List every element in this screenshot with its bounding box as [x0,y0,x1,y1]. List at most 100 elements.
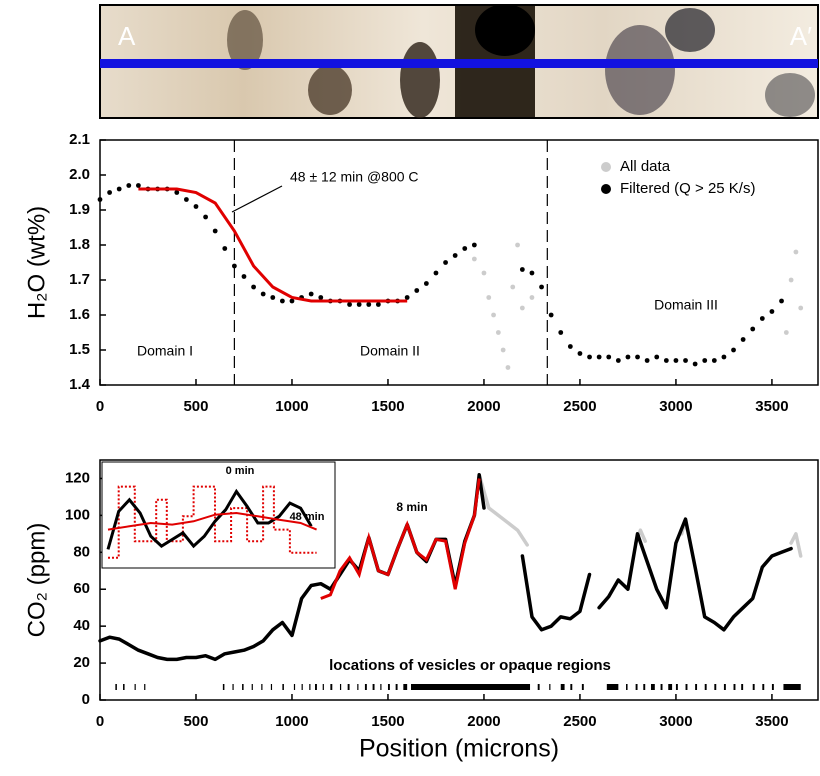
domain-label: Domain III [654,297,718,313]
data-point [654,354,660,360]
inset-initial-profile [108,485,317,559]
x-tick-label: 3000 [659,713,692,730]
data-point [193,204,199,209]
fit-curve [138,187,408,303]
vesicle-region [660,684,663,690]
data-point [203,214,208,220]
x-axis-label: Position (microns) [359,735,559,763]
data-point [606,354,612,360]
data-point [788,277,794,283]
plot-frame [99,459,819,701]
data-point [116,186,122,192]
data-point [308,291,314,297]
vesicle-region [364,684,367,690]
data-point [443,260,448,265]
vesicle-region [650,684,655,690]
vesicle-region [242,684,244,690]
data-point [471,256,477,262]
data-point [375,302,381,307]
x-tick-label: 500 [183,398,208,415]
data-point [548,312,554,318]
data-point [519,267,525,272]
vesicle-region [704,684,707,690]
data-point [107,190,112,195]
vesicle-region [282,684,284,690]
data-point [702,358,708,363]
data-point [126,183,132,188]
data-point [423,281,429,286]
data-point [231,263,237,269]
x-tick-label: 2500 [563,398,596,415]
vesicle-region [347,684,350,690]
x-tick-label: 500 [183,713,208,730]
y-tick-label: 2.0 [69,166,90,183]
vesicle-region [675,684,678,690]
vesicle-annotation: locations of vesicles or opaque regions [329,657,611,674]
x-tick-label: 3500 [755,398,788,415]
vesicle-region [144,684,146,690]
vesicle-region [293,684,296,690]
y-tick-label: 2.1 [69,131,90,148]
data-point [519,305,525,311]
y-tick-label: 80 [73,543,90,560]
x-tick-label: 3000 [659,398,692,415]
vesicle-region [570,684,573,690]
domain-label: Domain II [360,343,420,359]
vesicle-region [232,684,234,690]
y-tick-label: 1.9 [69,201,90,218]
data-point [721,354,727,360]
data-point [404,295,410,300]
data-point [793,249,799,255]
vesicle-region [315,684,317,690]
data-point [783,330,789,335]
data-point [241,274,247,279]
data-point [625,354,631,360]
vesicle-region [695,684,698,690]
data-point [558,330,564,335]
y-tick-label: 1.8 [69,236,90,253]
vesicle-region [123,684,125,690]
data-point [759,316,765,321]
data-point [673,358,679,363]
vesicle-region [783,684,801,690]
y-tick-label: 1.5 [69,341,90,358]
vesicle-region [322,684,324,690]
data-point [740,337,746,342]
data-point [462,246,468,251]
vesicle-region [581,684,584,690]
annotation-leader [231,185,283,213]
data-point [510,284,516,290]
data-point [798,305,804,311]
data-point [615,358,621,363]
x-tick-label: 1500 [371,398,404,415]
data-point [711,358,717,363]
vesicle-region [387,684,390,690]
data-point [318,295,324,300]
data-point [212,228,218,234]
data-point [515,242,520,248]
y-axis-label: H₂O (wt%) [23,206,50,319]
data-point [596,354,602,360]
data-point [183,197,189,202]
vesicle-region [537,684,540,690]
data-point [529,270,535,276]
data-point [452,253,458,258]
data-point [635,354,640,360]
vesicle-region [301,684,303,690]
x-tick-label: 1000 [275,398,308,415]
y-axis-label: CO₂ (ppm) [23,523,50,638]
vesicle-region [549,684,551,690]
data-point [495,330,501,335]
data-point [692,361,698,367]
data-point [270,295,276,300]
data-point [251,284,256,290]
inset-final-profile [107,511,317,531]
vesicle-region [643,684,646,690]
data-point [366,302,372,307]
data-point [471,242,477,248]
data-point [587,354,592,360]
fit-curve [320,478,481,600]
thin-section-image: A A′ [99,4,819,119]
x-tick-label: 3500 [755,713,788,730]
vesicle-region [309,684,311,690]
